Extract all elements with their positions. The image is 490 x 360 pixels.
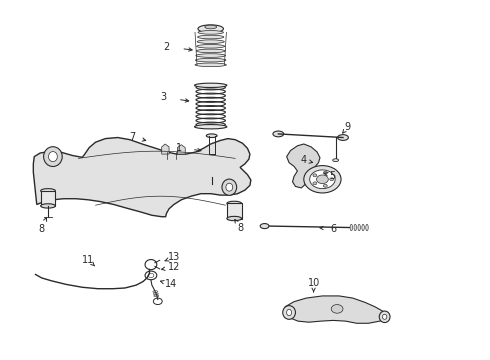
- Polygon shape: [33, 138, 251, 217]
- Ellipse shape: [354, 224, 357, 231]
- Ellipse shape: [41, 189, 55, 193]
- Text: 6: 6: [330, 224, 336, 234]
- Text: 10: 10: [308, 278, 319, 288]
- Bar: [227, 203, 242, 219]
- Bar: [41, 191, 55, 206]
- Text: 3: 3: [160, 92, 166, 102]
- Ellipse shape: [362, 224, 365, 231]
- Circle shape: [310, 170, 335, 189]
- Ellipse shape: [227, 201, 242, 206]
- Ellipse shape: [260, 224, 269, 229]
- Ellipse shape: [204, 175, 220, 179]
- Ellipse shape: [205, 25, 217, 29]
- Text: 13: 13: [168, 252, 180, 262]
- Ellipse shape: [333, 159, 339, 162]
- Ellipse shape: [198, 31, 223, 34]
- Text: 9: 9: [345, 122, 351, 132]
- Polygon shape: [285, 296, 388, 323]
- Circle shape: [323, 171, 327, 174]
- Circle shape: [313, 174, 317, 177]
- Ellipse shape: [338, 135, 348, 140]
- Text: 2: 2: [164, 42, 170, 52]
- Text: 7: 7: [129, 132, 135, 142]
- Ellipse shape: [196, 54, 225, 57]
- Ellipse shape: [379, 311, 390, 323]
- Ellipse shape: [195, 83, 227, 87]
- Ellipse shape: [358, 224, 361, 231]
- Ellipse shape: [366, 224, 368, 231]
- Text: 14: 14: [165, 279, 177, 289]
- Circle shape: [304, 166, 341, 193]
- Ellipse shape: [195, 63, 226, 67]
- Polygon shape: [162, 144, 169, 154]
- Ellipse shape: [226, 183, 233, 191]
- Ellipse shape: [204, 152, 220, 156]
- Bar: [204, 154, 220, 177]
- Ellipse shape: [197, 35, 224, 39]
- Ellipse shape: [287, 309, 292, 316]
- Ellipse shape: [350, 224, 353, 231]
- Polygon shape: [177, 145, 185, 154]
- Ellipse shape: [196, 58, 226, 62]
- Ellipse shape: [41, 204, 55, 208]
- Ellipse shape: [195, 125, 227, 129]
- Text: 1: 1: [176, 143, 182, 153]
- Ellipse shape: [283, 306, 295, 319]
- Polygon shape: [287, 144, 320, 188]
- Text: 5: 5: [329, 171, 335, 181]
- Ellipse shape: [222, 179, 237, 195]
- Ellipse shape: [196, 49, 225, 53]
- Ellipse shape: [196, 45, 225, 48]
- Text: 8: 8: [237, 222, 243, 233]
- Text: 12: 12: [168, 262, 180, 272]
- Ellipse shape: [273, 131, 284, 137]
- Ellipse shape: [227, 216, 242, 221]
- Text: 11: 11: [82, 255, 94, 265]
- Text: 8: 8: [39, 224, 45, 234]
- Ellipse shape: [44, 147, 62, 166]
- Circle shape: [323, 184, 327, 187]
- Ellipse shape: [382, 314, 387, 319]
- Circle shape: [207, 183, 216, 189]
- Circle shape: [313, 182, 317, 185]
- Ellipse shape: [206, 134, 217, 138]
- Circle shape: [331, 305, 343, 313]
- Ellipse shape: [49, 152, 57, 162]
- Ellipse shape: [197, 40, 224, 44]
- Ellipse shape: [198, 25, 223, 33]
- Circle shape: [317, 175, 328, 184]
- Text: 4: 4: [301, 155, 307, 165]
- Circle shape: [330, 178, 334, 181]
